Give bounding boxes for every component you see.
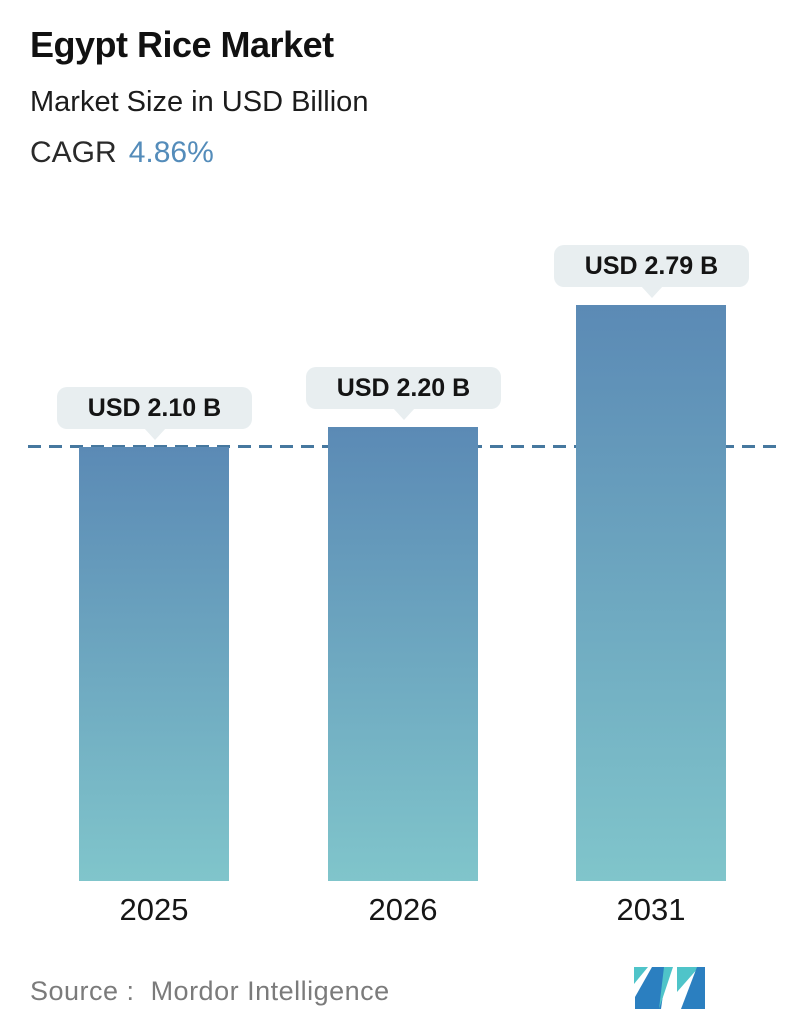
- bar: [328, 427, 478, 881]
- chart-title: Egypt Rice Market: [30, 24, 334, 65]
- bar-value-label: USD 2.10 B: [87, 393, 222, 422]
- logo-teal-right-top: [677, 967, 699, 992]
- bar-value-label: USD 2.20 B: [336, 373, 471, 402]
- logo-blue-right-band: [681, 967, 705, 1009]
- chart-subtitle: Market Size in USD Billion: [30, 86, 369, 118]
- bar-value-bubble: USD 2.79 B: [554, 245, 749, 287]
- cagr-label: CAGR: [30, 136, 117, 169]
- bar-value-label: USD 2.79 B: [584, 251, 719, 280]
- bar: [576, 305, 726, 881]
- logo-blue-left-band: [635, 967, 667, 1009]
- bar-value-bubble: USD 2.10 B: [57, 387, 252, 429]
- logo-teal-top-left: [634, 967, 648, 984]
- cagr-row: CAGR 4.86%: [30, 136, 214, 170]
- bar-value-bubble: USD 2.20 B: [306, 367, 501, 409]
- source-value: Mordor Intelligence: [150, 976, 390, 1006]
- source-line: Source : Mordor Intelligence: [30, 976, 390, 1007]
- x-axis-label: 2025: [119, 892, 189, 927]
- cagr-value: 4.86%: [128, 136, 214, 169]
- source-label: Source :: [30, 976, 135, 1006]
- logo-teal-mid-wedge: [659, 967, 673, 1009]
- x-axis-label: 2031: [616, 892, 686, 927]
- mordor-intelligence-logo: [634, 967, 705, 1009]
- bar: [79, 447, 229, 881]
- x-axis-label: 2026: [368, 892, 438, 927]
